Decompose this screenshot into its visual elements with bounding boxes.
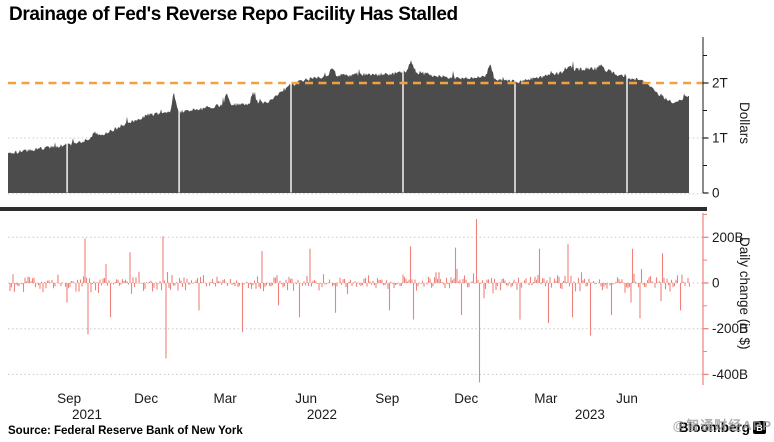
x-tick-label: Dec bbox=[134, 391, 158, 406]
x-tick-label: Sep bbox=[375, 391, 399, 406]
bloomberg-logo-icon: B bbox=[753, 421, 766, 434]
source-note: Source: Federal Reserve Bank of New York bbox=[8, 425, 243, 437]
y-axis-label-daily-change: Daily change (in $) bbox=[737, 237, 752, 350]
x-tick-label: Mar bbox=[213, 391, 237, 406]
x-tick-label: Sep bbox=[57, 391, 81, 406]
year-label: 2023 bbox=[575, 407, 605, 422]
x-tick-label: Dec bbox=[454, 391, 478, 406]
year-label: 2022 bbox=[307, 407, 337, 422]
panel-divider bbox=[0, 207, 707, 211]
y-axis-label-dollars: Dollars bbox=[737, 102, 752, 145]
x-tick-label: Jun bbox=[295, 391, 317, 406]
y-tick-label: -400B bbox=[712, 367, 748, 382]
y-tick-label: 2T bbox=[712, 76, 728, 91]
daily-change-bars bbox=[9, 219, 691, 383]
y-tick-label: 0 bbox=[712, 276, 720, 291]
y-tick-label: 0 bbox=[712, 186, 720, 201]
y-tick-label: 200B bbox=[712, 230, 744, 245]
x-tick-label: Jun bbox=[616, 391, 638, 406]
bloomberg-wordmark: Bloomberg bbox=[678, 420, 750, 435]
y-tick-label: -200B bbox=[712, 321, 748, 336]
year-label: 2021 bbox=[72, 407, 102, 422]
page-title: Drainage of Fed's Reverse Repo Facility … bbox=[9, 4, 458, 25]
y-tick-label: 1T bbox=[712, 131, 728, 146]
x-tick-label: Mar bbox=[534, 391, 558, 406]
rrp-balance-area bbox=[8, 60, 689, 193]
bloomberg-branding: Bloomberg B bbox=[679, 420, 766, 435]
